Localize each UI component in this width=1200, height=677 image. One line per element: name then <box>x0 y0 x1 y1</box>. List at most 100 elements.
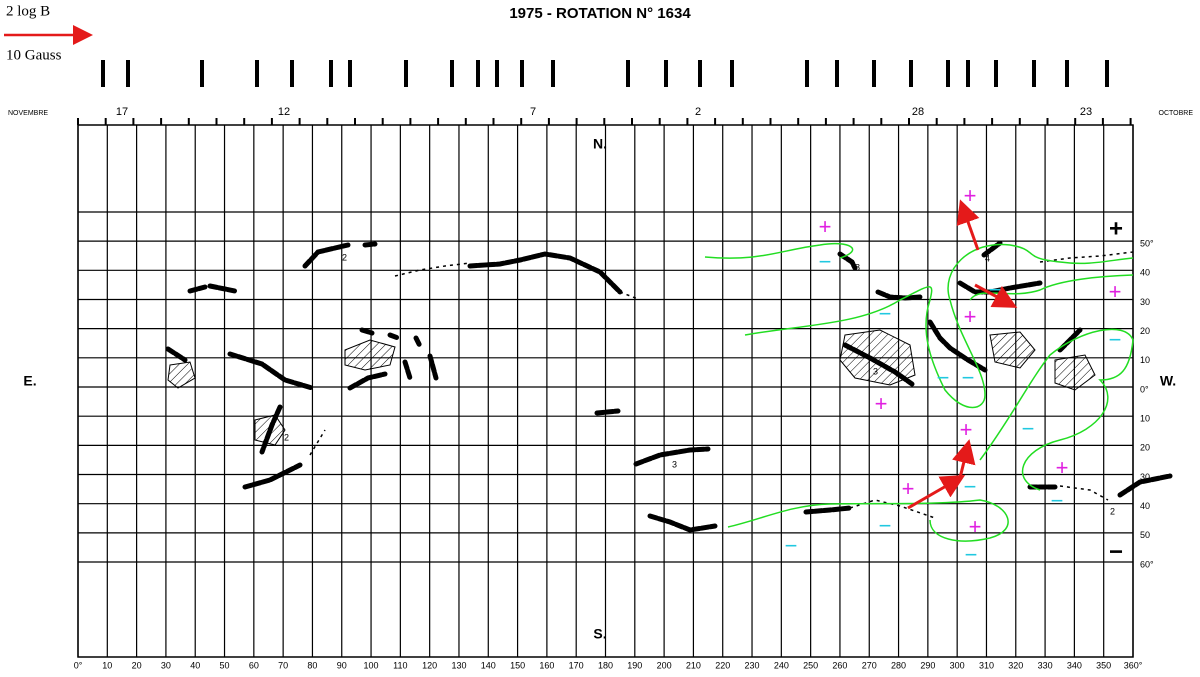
longitude-label: 250 <box>803 660 818 670</box>
latitude-label: 40 <box>1140 268 1150 278</box>
longitude-label: 190 <box>627 660 642 670</box>
field-sign: − <box>962 365 975 390</box>
longitude-label: 10 <box>102 660 112 670</box>
longitude-label: 80 <box>307 660 317 670</box>
longitude-label: 150 <box>510 660 525 670</box>
latitude-label: 20 <box>1140 443 1150 453</box>
title: 1975 - ROTATION N° 1634 <box>509 5 691 22</box>
longitude-label: 220 <box>715 660 730 670</box>
longitude-label: 360° <box>1124 660 1143 670</box>
observation-bar <box>126 60 130 87</box>
filament-number: 8 <box>855 262 860 272</box>
observation-bar <box>698 60 702 87</box>
observation-bar <box>450 60 454 87</box>
latitude-label: 0° <box>1140 384 1149 394</box>
field-sign: − <box>964 474 977 499</box>
latitude-label: 40 <box>1140 501 1150 511</box>
observation-bar <box>835 60 839 87</box>
date-label: 17 <box>116 106 128 118</box>
longitude-label: 70 <box>278 660 288 670</box>
legend-label: 10 Gauss <box>6 47 62 63</box>
date-label: 7 <box>530 106 536 118</box>
observation-bar <box>290 60 294 87</box>
observation-bar <box>520 60 524 87</box>
longitude-label: 130 <box>451 660 466 670</box>
latitude-label: 10 <box>1140 414 1150 424</box>
date-label: 12 <box>278 106 290 118</box>
longitude-label: 320 <box>1008 660 1023 670</box>
observation-bar <box>1032 60 1036 87</box>
field-sign: + <box>875 391 888 416</box>
date-label: 28 <box>912 106 924 118</box>
observation-bar <box>1065 60 1069 87</box>
longitude-label: 350 <box>1096 660 1111 670</box>
longitude-label: 270 <box>862 660 877 670</box>
observation-bar <box>101 60 105 87</box>
pole-label: W. <box>1160 373 1176 389</box>
filament-number: 2 <box>342 252 347 262</box>
field-sign: + <box>964 183 977 208</box>
latitude-label: 20 <box>1140 326 1150 336</box>
longitude-label: 0° <box>74 660 83 670</box>
longitude-label: 160 <box>539 660 554 670</box>
longitude-label: 340 <box>1067 660 1082 670</box>
filament-number: 2 <box>1110 506 1115 516</box>
longitude-label: 300 <box>950 660 965 670</box>
pole-label: E. <box>23 373 36 389</box>
field-sign: − <box>879 513 892 538</box>
longitude-label: 120 <box>422 660 437 670</box>
filament-number: 2 <box>284 432 289 442</box>
observation-bar <box>805 60 809 87</box>
observation-bar <box>551 60 555 87</box>
field-sign: − <box>879 301 892 326</box>
pole-label: S. <box>593 626 606 642</box>
date-label: 2 <box>695 106 701 118</box>
field-sign: − <box>965 542 978 567</box>
longitude-label: 310 <box>979 660 994 670</box>
observation-bar <box>946 60 950 87</box>
field-sign: − <box>989 277 1002 302</box>
latitude-label: 30 <box>1140 297 1150 307</box>
filament-number: 3 <box>873 366 878 376</box>
observation-bar <box>476 60 480 87</box>
longitude-label: 230 <box>745 660 760 670</box>
longitude-label: 90 <box>337 660 347 670</box>
longitude-label: 20 <box>132 660 142 670</box>
observation-bar <box>200 60 204 87</box>
longitude-label: 180 <box>598 660 613 670</box>
field-sign: − <box>1051 488 1064 513</box>
observation-bar <box>872 60 876 87</box>
observation-bar <box>909 60 913 87</box>
date-label: 23 <box>1080 106 1092 118</box>
month-label: NOVEMBRE <box>8 110 48 117</box>
observation-bar <box>966 60 970 87</box>
longitude-label: 290 <box>920 660 935 670</box>
neutral-lines <box>704 242 1134 542</box>
grid <box>77 118 1134 658</box>
longitude-label: 60 <box>249 660 259 670</box>
field-sign: − <box>819 249 832 274</box>
field-arrows <box>907 199 1018 510</box>
field-sign: + <box>1109 279 1122 304</box>
field-sign: + <box>819 214 832 239</box>
observation-bar <box>730 60 734 87</box>
polarity-sign: + <box>1109 215 1123 242</box>
legend-label: 2 log B <box>6 3 50 19</box>
pole-label: N. <box>593 136 607 152</box>
latitude-label: 30 <box>1140 472 1150 482</box>
observation-bar <box>495 60 499 87</box>
polarity-sign: − <box>1109 538 1123 565</box>
field-sign: + <box>964 304 977 329</box>
field-sign: + <box>1056 455 1069 480</box>
observation-bar <box>404 60 408 87</box>
longitude-label: 30 <box>161 660 171 670</box>
field-sign: − <box>1109 327 1122 352</box>
latitude-label: 10 <box>1140 355 1150 365</box>
longitude-label: 110 <box>393 660 407 670</box>
longitude-label: 140 <box>481 660 496 670</box>
observation-bar <box>1105 60 1109 87</box>
filament-number: 3 <box>672 459 677 469</box>
latitude-label: 50° <box>1140 239 1154 249</box>
longitude-label: 240 <box>774 660 789 670</box>
longitude-label: 280 <box>891 660 906 670</box>
